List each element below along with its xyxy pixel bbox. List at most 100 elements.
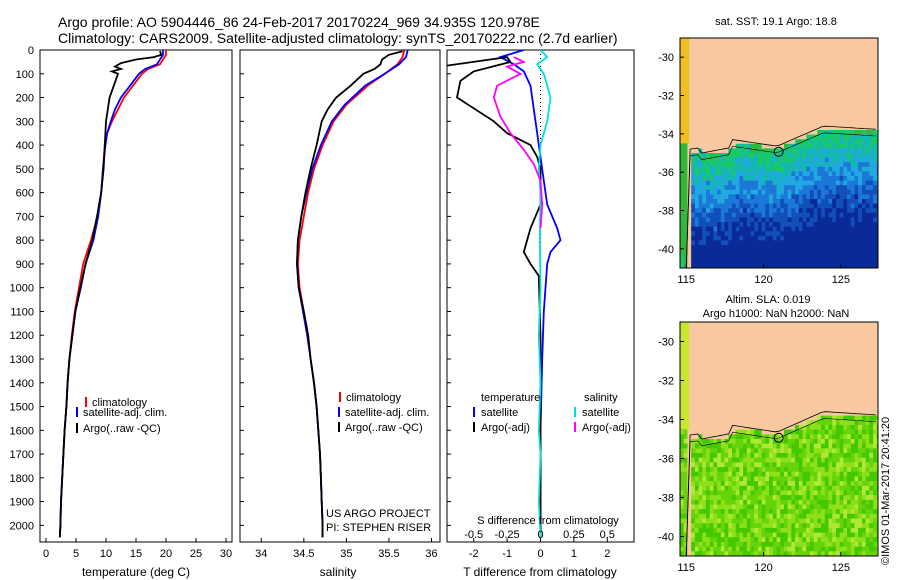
map-cell — [709, 457, 715, 463]
map-cell — [791, 166, 796, 172]
map-cell — [772, 387, 778, 393]
map-cell — [746, 111, 752, 117]
map-cell — [861, 189, 867, 195]
map-cell — [813, 120, 818, 126]
map-cell — [739, 415, 744, 421]
map-cell — [873, 368, 878, 375]
map-cell — [873, 217, 878, 223]
map-cell — [746, 326, 752, 332]
map-cell — [769, 481, 774, 487]
map-cell — [713, 102, 718, 108]
map-cell — [761, 350, 766, 356]
map-cell — [769, 65, 774, 71]
map-cell — [776, 448, 781, 454]
map-cell — [739, 70, 744, 76]
map-cell — [776, 79, 781, 85]
map-cell — [769, 134, 774, 140]
map-cell — [876, 153, 878, 159]
map-cell — [698, 476, 703, 482]
map-cell — [839, 401, 844, 407]
map-cell — [746, 457, 752, 463]
map-cell — [876, 166, 878, 172]
map-cell — [873, 249, 878, 255]
map-cell — [783, 217, 789, 223]
map-cell — [757, 88, 763, 94]
map-cell — [865, 322, 870, 328]
map-cell — [680, 443, 685, 449]
map-cell — [735, 212, 740, 218]
map-cell — [757, 476, 763, 482]
map-cell — [813, 485, 818, 492]
map-cell — [743, 499, 748, 506]
map-cell — [843, 157, 848, 163]
map-cell — [702, 368, 707, 375]
map-cell — [876, 194, 878, 200]
map-cell — [865, 368, 870, 375]
map-cell — [861, 203, 867, 209]
map-cell — [817, 88, 822, 94]
map-cell — [765, 222, 770, 228]
map-cell — [761, 467, 766, 473]
map-cell — [795, 434, 800, 440]
map-cell — [858, 345, 863, 351]
map-cell — [757, 336, 763, 342]
map-cell — [754, 217, 759, 223]
map-cell — [731, 476, 737, 482]
map-cell — [698, 490, 703, 496]
map-cell — [687, 471, 692, 478]
map-cell — [691, 157, 696, 163]
map-cell — [802, 476, 807, 482]
map-cell — [739, 406, 744, 412]
map-cell — [694, 153, 700, 159]
map-cell — [835, 240, 841, 246]
map-cell — [754, 424, 759, 431]
map-cell — [754, 235, 759, 241]
map-cell — [702, 406, 707, 412]
map-cell — [754, 392, 759, 398]
map-cell — [824, 336, 830, 342]
map-cell — [724, 245, 729, 251]
map-cell — [876, 263, 878, 268]
map-cell — [828, 47, 833, 53]
map-cell — [835, 125, 841, 131]
map-cell — [705, 354, 711, 361]
map-cell — [761, 116, 766, 122]
map-cell — [720, 97, 726, 103]
map-cell — [806, 495, 811, 501]
map-cell — [861, 415, 867, 421]
map-cell — [739, 148, 744, 154]
map-cell — [720, 51, 726, 57]
map-cell — [743, 208, 748, 214]
map-cell — [776, 350, 781, 356]
map-cell — [739, 47, 744, 53]
map-cell — [843, 51, 848, 57]
map-cell — [772, 263, 778, 268]
map-cell — [869, 415, 874, 421]
map-cell — [850, 143, 856, 149]
map-cell — [783, 185, 789, 191]
map-cell — [802, 65, 807, 71]
legend-satellite: satellite-adj. clim. — [345, 407, 429, 419]
map-cell — [813, 194, 818, 200]
map-cell — [861, 396, 867, 403]
map-cell — [705, 70, 711, 76]
map-cell — [746, 171, 752, 177]
map-cell — [787, 439, 792, 445]
map-cell — [798, 130, 804, 136]
map-cell — [683, 254, 689, 260]
map-cell — [769, 116, 774, 122]
map-cell — [731, 171, 737, 177]
map-cell — [865, 42, 870, 48]
map-cell — [843, 368, 848, 375]
map-cell — [743, 471, 748, 478]
map-cell — [824, 111, 830, 117]
map-cell — [705, 212, 711, 218]
map-cell — [832, 340, 837, 346]
map-cell — [798, 424, 804, 431]
map-cell — [754, 368, 759, 375]
map-cell — [735, 176, 740, 182]
map-cell — [772, 47, 778, 53]
map-cell — [824, 217, 830, 223]
map-cell — [876, 235, 878, 241]
map-cell — [783, 462, 789, 468]
